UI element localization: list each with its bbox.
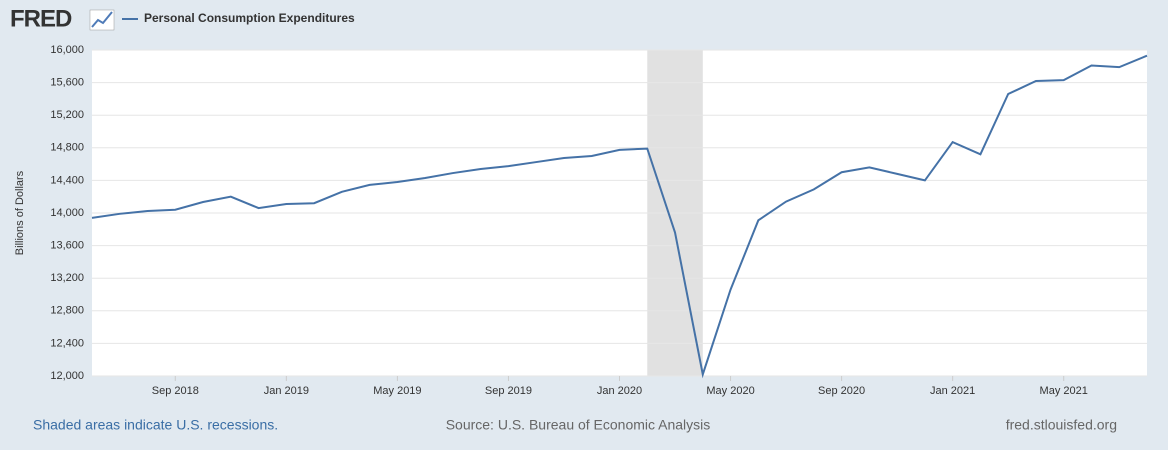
y-axis-label: Billions of Dollars xyxy=(14,170,26,255)
logo: FRED xyxy=(10,5,72,32)
x-tick-label: Sep 2019 xyxy=(485,385,532,397)
x-tick-label: May 2021 xyxy=(1040,385,1088,397)
x-tick-label: Sep 2018 xyxy=(152,385,199,397)
x-tick-label: Jan 2021 xyxy=(930,385,975,397)
footer-url: fred.stlouisfed.org xyxy=(1006,417,1117,433)
y-tick-label: 12,800 xyxy=(50,305,84,317)
x-tick-label: May 2020 xyxy=(706,385,754,397)
y-tick-label: 13,200 xyxy=(50,272,84,284)
y-tick-label: 15,200 xyxy=(50,109,84,121)
y-tick-label: 13,600 xyxy=(50,240,84,252)
x-tick-label: Sep 2020 xyxy=(818,385,865,397)
y-tick-label: 15,600 xyxy=(50,77,84,89)
y-tick-label: 14,400 xyxy=(50,174,84,186)
footer-note: Shaded areas indicate U.S. recessions. xyxy=(33,417,278,433)
x-tick-label: Jan 2019 xyxy=(264,385,309,397)
y-tick-label: 16,000 xyxy=(50,44,84,56)
series-line xyxy=(91,54,1148,379)
footer-source: Source: U.S. Bureau of Economic Analysis xyxy=(446,417,711,433)
logo-icon xyxy=(89,9,115,31)
legend-label: Personal Consumption Expenditures xyxy=(144,11,355,25)
y-tick-label: 14,000 xyxy=(50,207,84,219)
y-tick-label: 12,400 xyxy=(50,337,84,349)
x-tick-label: Jan 2020 xyxy=(597,385,642,397)
y-tick-label: 14,800 xyxy=(50,142,84,154)
x-tick-label: May 2019 xyxy=(373,385,421,397)
y-tick-label: 12,000 xyxy=(50,370,84,382)
